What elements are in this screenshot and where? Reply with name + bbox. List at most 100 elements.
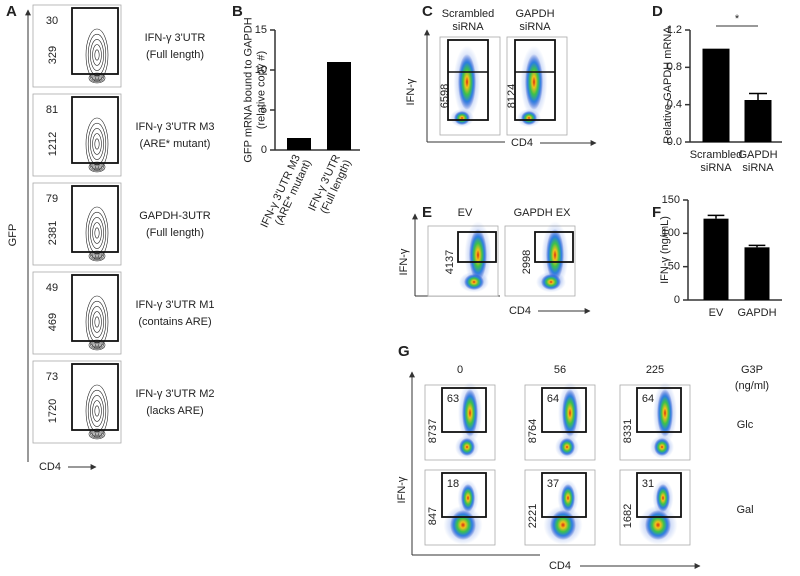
contour <box>92 311 102 333</box>
contour <box>94 405 100 417</box>
gate-mfi: 847 <box>427 507 439 525</box>
contour <box>95 254 99 258</box>
panel-label: B <box>232 3 243 20</box>
contour <box>91 252 103 260</box>
panel-label: F <box>652 204 661 221</box>
y-tick-label: 10 <box>255 64 267 76</box>
density-cloud <box>562 389 578 437</box>
density-cloud <box>464 274 484 290</box>
contour <box>90 128 104 160</box>
panel-label: C <box>422 3 433 20</box>
construct-detail: (Full length) <box>146 227 204 239</box>
gate-percent: 18 <box>447 478 459 490</box>
density-cloud <box>559 438 575 456</box>
gate <box>441 387 487 433</box>
contour <box>93 253 101 259</box>
bar <box>327 62 351 150</box>
x-tick-label: GAPDH <box>737 307 776 319</box>
contour <box>88 72 106 84</box>
contour <box>92 44 102 66</box>
error-bar <box>748 244 766 248</box>
density-cloud <box>654 438 670 456</box>
x-axis-label: CD4 <box>549 560 571 572</box>
plot-title: siRNA <box>519 21 551 33</box>
contour <box>94 138 100 150</box>
density-cloud <box>525 54 543 110</box>
contour <box>90 39 104 71</box>
dose-label: 0 <box>457 364 463 376</box>
gate-mfi: 2381 <box>47 221 59 245</box>
gate-mfi: 8764 <box>527 419 539 443</box>
gate <box>71 274 119 342</box>
density-cloud <box>461 484 475 512</box>
construct-detail: (ARE* mutant) <box>140 138 211 150</box>
x-axis-label: CD4 <box>511 137 533 149</box>
treatment: G3P <box>741 364 763 376</box>
y-tick-label: 0.8 <box>667 61 682 73</box>
gate <box>447 39 489 121</box>
contour <box>92 222 102 244</box>
gate <box>71 96 119 164</box>
contour <box>95 343 99 347</box>
gate <box>541 387 587 433</box>
contour <box>94 49 100 61</box>
construct-name: IFN-γ 3'UTR <box>145 32 206 44</box>
gate <box>541 472 587 518</box>
x-axis-label: CD4 <box>39 461 61 473</box>
bar <box>702 48 730 142</box>
gate-percent: 64 <box>547 393 559 405</box>
gate-percent: 30 <box>46 15 58 27</box>
gate-mfi: 1682 <box>622 504 634 528</box>
gate-percent: 73 <box>46 371 58 383</box>
gate-mfi: 4137 <box>444 250 456 274</box>
density-cloud <box>458 54 476 110</box>
bar <box>703 218 729 300</box>
gate <box>71 363 119 431</box>
gate-percent: 81 <box>46 104 58 116</box>
density-cloud <box>541 274 561 290</box>
dose-label: 225 <box>646 364 664 376</box>
density-cloud <box>657 389 673 437</box>
y-tick-label: 15 <box>255 24 267 36</box>
contour <box>93 75 101 81</box>
gate <box>441 472 487 518</box>
x-tick-label: siRNA <box>742 162 774 174</box>
gate-percent: 79 <box>46 193 58 205</box>
construct-name: GAPDH-3UTR <box>139 210 211 222</box>
gate-mfi: 8737 <box>427 419 439 443</box>
contour <box>88 428 106 440</box>
contour <box>95 432 99 436</box>
panel-label: E <box>422 204 432 221</box>
y-tick-label: 0.4 <box>667 99 682 111</box>
y-tick-label: 150 <box>662 194 680 206</box>
x-tick-label: siRNA <box>700 162 732 174</box>
row-label: Glc <box>737 419 754 431</box>
gate-mfi: 8124 <box>506 84 518 108</box>
x-tick-label: Scrambled <box>690 149 743 161</box>
contour <box>93 342 101 348</box>
gate <box>457 231 497 263</box>
contour <box>91 74 103 82</box>
construct-name: IFN-γ 3'UTR M1 <box>135 299 214 311</box>
gate-mfi: 6598 <box>439 84 451 108</box>
contour <box>88 250 106 262</box>
density-cloud <box>469 229 487 281</box>
density-cloud <box>561 484 575 512</box>
y-axis-label: IFN-γ <box>398 248 410 275</box>
density-cloud <box>521 111 537 125</box>
contour <box>90 306 104 338</box>
density-cloud <box>450 510 476 540</box>
contour <box>90 217 104 249</box>
gate-mfi: 329 <box>47 46 59 64</box>
construct-name: IFN-γ 3'UTR M3 <box>135 121 214 133</box>
gate <box>636 472 682 518</box>
gate <box>71 185 119 253</box>
gate-percent: 63 <box>447 393 459 405</box>
y-axis-label: (relative copy #) <box>255 51 267 129</box>
y-axis-label: IFN-γ <box>396 476 408 503</box>
density-cloud <box>656 484 670 512</box>
plot-title: siRNA <box>452 21 484 33</box>
error-bar <box>749 92 767 100</box>
gate <box>514 39 556 121</box>
